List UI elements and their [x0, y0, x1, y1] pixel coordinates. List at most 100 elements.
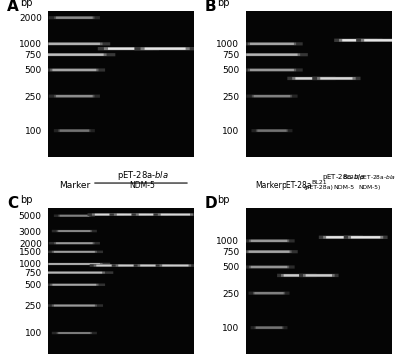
FancyBboxPatch shape [251, 240, 287, 242]
FancyBboxPatch shape [246, 53, 298, 56]
FancyBboxPatch shape [299, 274, 338, 277]
FancyBboxPatch shape [254, 292, 284, 294]
FancyBboxPatch shape [56, 95, 93, 97]
FancyBboxPatch shape [49, 263, 100, 265]
FancyBboxPatch shape [156, 264, 195, 267]
Text: pET-28a-$\it{bla}$: pET-28a-$\it{bla}$ [322, 171, 366, 182]
FancyBboxPatch shape [46, 263, 102, 265]
FancyBboxPatch shape [50, 69, 98, 71]
FancyBboxPatch shape [96, 265, 123, 266]
FancyBboxPatch shape [306, 274, 332, 277]
Text: bp: bp [20, 195, 32, 205]
Text: C: C [7, 196, 18, 211]
FancyBboxPatch shape [312, 77, 360, 80]
FancyBboxPatch shape [257, 130, 287, 132]
FancyBboxPatch shape [117, 214, 146, 216]
FancyBboxPatch shape [356, 39, 400, 42]
FancyBboxPatch shape [246, 251, 292, 253]
Text: A: A [7, 0, 19, 14]
FancyBboxPatch shape [241, 69, 303, 71]
FancyBboxPatch shape [49, 95, 100, 98]
FancyBboxPatch shape [251, 266, 287, 268]
FancyBboxPatch shape [240, 250, 298, 253]
FancyBboxPatch shape [248, 69, 296, 71]
FancyBboxPatch shape [58, 215, 90, 217]
FancyBboxPatch shape [50, 284, 98, 286]
FancyBboxPatch shape [88, 213, 132, 216]
FancyBboxPatch shape [248, 292, 290, 295]
FancyBboxPatch shape [249, 266, 289, 268]
FancyBboxPatch shape [104, 47, 153, 50]
FancyBboxPatch shape [54, 17, 94, 19]
FancyBboxPatch shape [254, 326, 284, 329]
FancyBboxPatch shape [160, 265, 191, 267]
FancyBboxPatch shape [295, 77, 328, 79]
FancyBboxPatch shape [45, 53, 104, 56]
FancyBboxPatch shape [54, 95, 94, 97]
FancyBboxPatch shape [33, 53, 115, 56]
FancyBboxPatch shape [320, 77, 352, 79]
FancyBboxPatch shape [303, 274, 335, 277]
FancyBboxPatch shape [281, 274, 313, 277]
FancyBboxPatch shape [54, 305, 95, 306]
FancyBboxPatch shape [323, 236, 358, 239]
Text: Marker: Marker [59, 181, 90, 190]
FancyBboxPatch shape [134, 264, 173, 267]
FancyBboxPatch shape [36, 271, 113, 274]
FancyBboxPatch shape [244, 239, 295, 243]
FancyBboxPatch shape [339, 39, 378, 42]
FancyBboxPatch shape [145, 48, 186, 50]
FancyBboxPatch shape [54, 242, 94, 244]
FancyBboxPatch shape [134, 47, 196, 51]
FancyBboxPatch shape [256, 129, 288, 132]
FancyBboxPatch shape [319, 236, 363, 239]
FancyBboxPatch shape [292, 77, 331, 80]
FancyBboxPatch shape [46, 272, 102, 274]
FancyBboxPatch shape [244, 265, 295, 269]
Text: BL21
(pET-28a): BL21 (pET-28a) [304, 179, 334, 190]
FancyBboxPatch shape [241, 42, 303, 45]
FancyBboxPatch shape [317, 77, 356, 80]
FancyBboxPatch shape [254, 95, 290, 97]
FancyBboxPatch shape [44, 283, 105, 286]
FancyBboxPatch shape [287, 77, 336, 80]
FancyBboxPatch shape [140, 47, 190, 50]
FancyBboxPatch shape [58, 332, 90, 334]
Text: BL21(pET-28a-$\it{bla}$: BL21(pET-28a-$\it{bla}$ [342, 173, 396, 182]
FancyBboxPatch shape [118, 265, 145, 266]
FancyBboxPatch shape [38, 42, 110, 45]
FancyBboxPatch shape [112, 264, 151, 267]
FancyBboxPatch shape [54, 251, 95, 253]
FancyBboxPatch shape [52, 230, 97, 232]
FancyBboxPatch shape [116, 265, 147, 267]
FancyBboxPatch shape [52, 251, 97, 253]
FancyBboxPatch shape [54, 214, 95, 217]
FancyBboxPatch shape [56, 242, 93, 244]
FancyBboxPatch shape [252, 95, 292, 97]
FancyBboxPatch shape [46, 304, 103, 307]
FancyBboxPatch shape [351, 236, 380, 238]
Text: B: B [205, 0, 216, 14]
FancyBboxPatch shape [42, 53, 106, 56]
Text: NDM-5): NDM-5) [358, 185, 380, 190]
FancyBboxPatch shape [250, 43, 294, 45]
FancyBboxPatch shape [344, 236, 388, 239]
FancyBboxPatch shape [52, 284, 96, 286]
FancyBboxPatch shape [153, 213, 197, 216]
FancyBboxPatch shape [248, 43, 296, 45]
FancyBboxPatch shape [46, 43, 102, 45]
FancyBboxPatch shape [56, 17, 93, 19]
Text: NDM-5: NDM-5 [333, 185, 354, 190]
FancyBboxPatch shape [140, 265, 166, 266]
FancyBboxPatch shape [52, 69, 96, 71]
FancyBboxPatch shape [244, 53, 300, 56]
FancyBboxPatch shape [250, 326, 288, 329]
FancyBboxPatch shape [248, 251, 290, 253]
Text: Marker: Marker [256, 181, 282, 190]
Text: pET-28a-$\it{bla}$: pET-28a-$\it{bla}$ [116, 169, 168, 182]
FancyBboxPatch shape [49, 242, 100, 244]
FancyBboxPatch shape [158, 213, 193, 216]
Text: bp: bp [218, 0, 230, 8]
FancyBboxPatch shape [54, 129, 95, 132]
FancyBboxPatch shape [108, 48, 149, 50]
